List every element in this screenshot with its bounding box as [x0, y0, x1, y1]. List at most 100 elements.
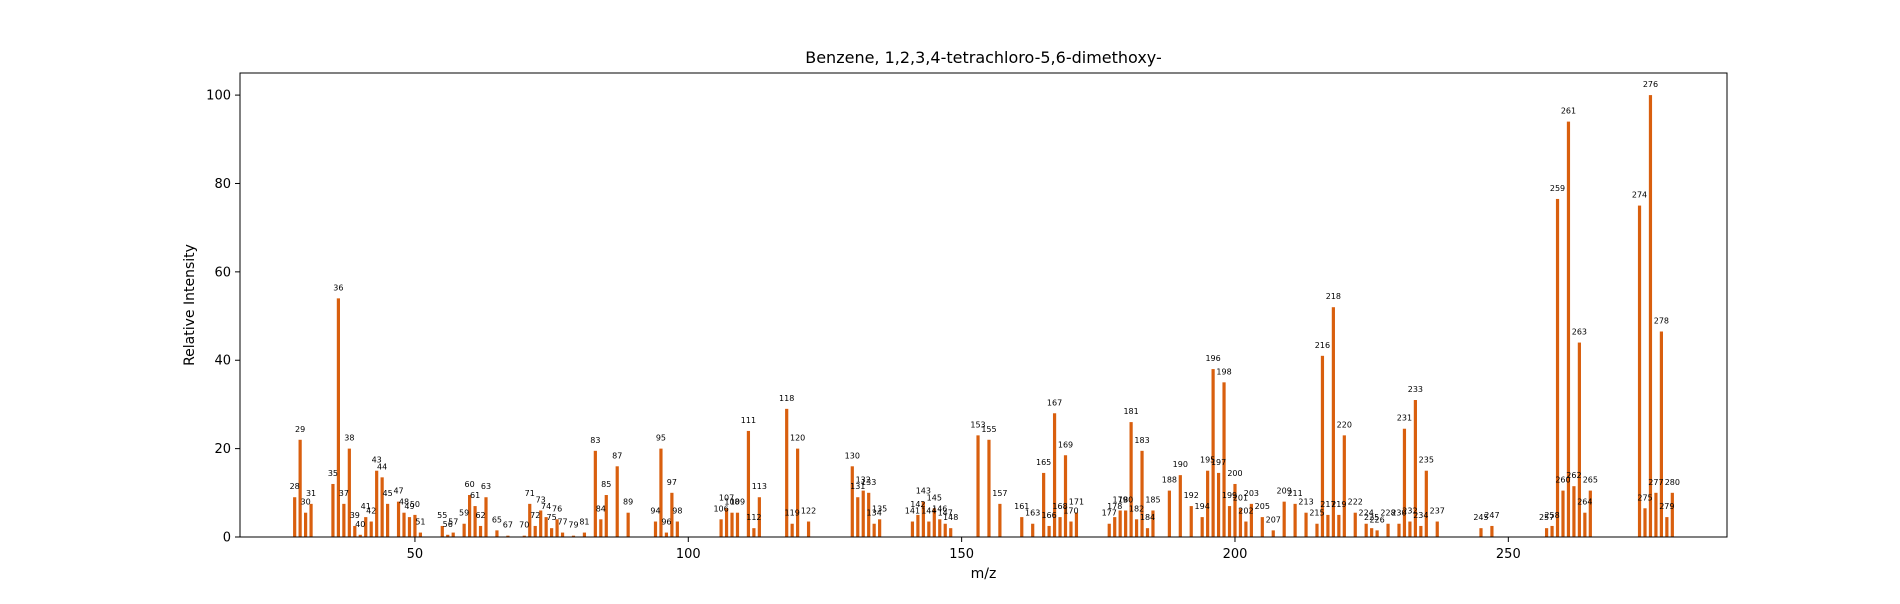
peak-label-207: 207: [1266, 515, 1281, 524]
peak-label-259: 259: [1550, 184, 1565, 193]
peak-bar-48: [402, 512, 406, 537]
peak-label-133: 133: [861, 478, 876, 487]
peak-bar-219: [1337, 514, 1341, 537]
peak-bar-74: [544, 517, 548, 537]
peak-bar-181: [1129, 422, 1133, 537]
peak-label-98: 98: [672, 507, 682, 516]
peak-bar-79: [571, 535, 576, 537]
peak-label-131: 131: [850, 482, 865, 491]
peak-bar-188: [1167, 490, 1171, 537]
peak-label-79: 79: [568, 521, 578, 530]
peak-bar-70: [522, 535, 526, 537]
peak-bar-55: [440, 525, 444, 537]
peak-bar-72: [533, 525, 537, 537]
peak-label-31: 31: [306, 489, 316, 498]
peak-label-262: 262: [1566, 471, 1581, 480]
peak-label-167: 167: [1047, 398, 1062, 407]
peak-bar-217: [1326, 514, 1330, 537]
peak-label-134: 134: [867, 509, 882, 518]
peak-bar-182: [1134, 519, 1139, 537]
peak-label-276: 276: [1643, 80, 1658, 89]
peak-label-230: 230: [1391, 509, 1406, 518]
peak-label-81: 81: [579, 518, 589, 527]
peak-bar-61: [473, 506, 477, 537]
peak-label-216: 216: [1315, 341, 1330, 350]
y-axis-label: Relative Intensity: [182, 244, 198, 366]
peak-bar-170: [1069, 521, 1073, 537]
peak-label-130: 130: [845, 451, 860, 460]
peak-bar-84: [599, 519, 603, 537]
peak-label-75: 75: [547, 513, 557, 522]
peak-label-106: 106: [713, 504, 728, 513]
peak-label-190: 190: [1173, 460, 1188, 469]
peak-bar-234: [1419, 525, 1423, 537]
peak-label-228: 228: [1380, 509, 1395, 518]
peak-label-215: 215: [1309, 509, 1324, 518]
peak-bar-213: [1304, 512, 1308, 537]
peak-label-213: 213: [1298, 498, 1313, 507]
peak-label-168: 168: [1052, 502, 1067, 511]
peak-bar-133: [867, 492, 871, 537]
peak-label-217: 217: [1320, 500, 1335, 509]
peak-label-89: 89: [623, 498, 633, 507]
peak-label-257: 257: [1539, 513, 1554, 522]
peak-bar-62: [478, 525, 483, 537]
peak-label-49: 49: [404, 502, 414, 511]
peak-bar-258: [1550, 525, 1554, 537]
peak-bar-51: [418, 532, 423, 537]
peak-label-67: 67: [503, 521, 513, 530]
peak-bar-220: [1342, 435, 1346, 537]
peak-bar-81: [582, 532, 587, 537]
peak-bar-29: [298, 439, 302, 537]
peak-bar-280: [1670, 492, 1674, 537]
peak-label-198: 198: [1216, 367, 1231, 376]
peak-bar-264: [1583, 512, 1587, 537]
peak-bar-195: [1206, 470, 1210, 537]
peak-bar-190: [1178, 475, 1182, 537]
peak-bar-209: [1282, 501, 1286, 537]
peak-label-47: 47: [393, 487, 403, 496]
peak-bar-40: [358, 534, 362, 537]
y-tick-label-20: 20: [214, 442, 231, 457]
peak-bar-153: [976, 435, 980, 537]
peak-bar-142: [916, 514, 920, 537]
peak-label-148: 148: [943, 513, 958, 522]
y-tick-label-60: 60: [214, 265, 231, 280]
peak-bar-35: [331, 483, 335, 537]
peak-bar-36: [336, 298, 340, 537]
peak-bar-203: [1249, 503, 1253, 537]
peak-label-63: 63: [481, 482, 491, 491]
peak-bar-235: [1424, 470, 1428, 537]
peak-bar-75: [550, 528, 554, 537]
peak-bar-179: [1118, 510, 1122, 537]
peak-bar-277: [1654, 492, 1658, 537]
peak-label-83: 83: [590, 436, 600, 445]
peak-label-141: 141: [905, 507, 920, 516]
peak-label-231: 231: [1397, 414, 1412, 423]
peak-label-280: 280: [1665, 478, 1680, 487]
peak-label-277: 277: [1648, 478, 1663, 487]
peak-bar-155: [987, 439, 991, 537]
x-tick-label-250: 250: [1496, 547, 1521, 562]
peak-bar-41: [364, 517, 368, 537]
peak-bar-276: [1648, 95, 1653, 537]
peak-bar-113: [757, 497, 761, 537]
peak-label-245: 245: [1473, 513, 1488, 522]
peak-label-35: 35: [328, 469, 338, 478]
peak-label-39: 39: [350, 511, 360, 520]
peak-bar-163: [1031, 523, 1035, 537]
peak-bar-143: [921, 501, 925, 537]
peak-bar-194: [1200, 517, 1204, 537]
peak-label-247: 247: [1484, 511, 1499, 520]
peak-bar-245: [1479, 528, 1483, 537]
peak-label-112: 112: [746, 513, 761, 522]
peak-label-87: 87: [612, 451, 622, 460]
peak-label-155: 155: [981, 425, 996, 434]
peak-label-171: 171: [1069, 498, 1084, 507]
peak-label-232: 232: [1402, 507, 1417, 516]
peak-label-38: 38: [344, 434, 354, 443]
peak-label-200: 200: [1227, 469, 1242, 478]
peak-bar-166: [1047, 525, 1051, 537]
peak-label-55: 55: [437, 511, 447, 520]
peak-label-279: 279: [1659, 502, 1674, 511]
